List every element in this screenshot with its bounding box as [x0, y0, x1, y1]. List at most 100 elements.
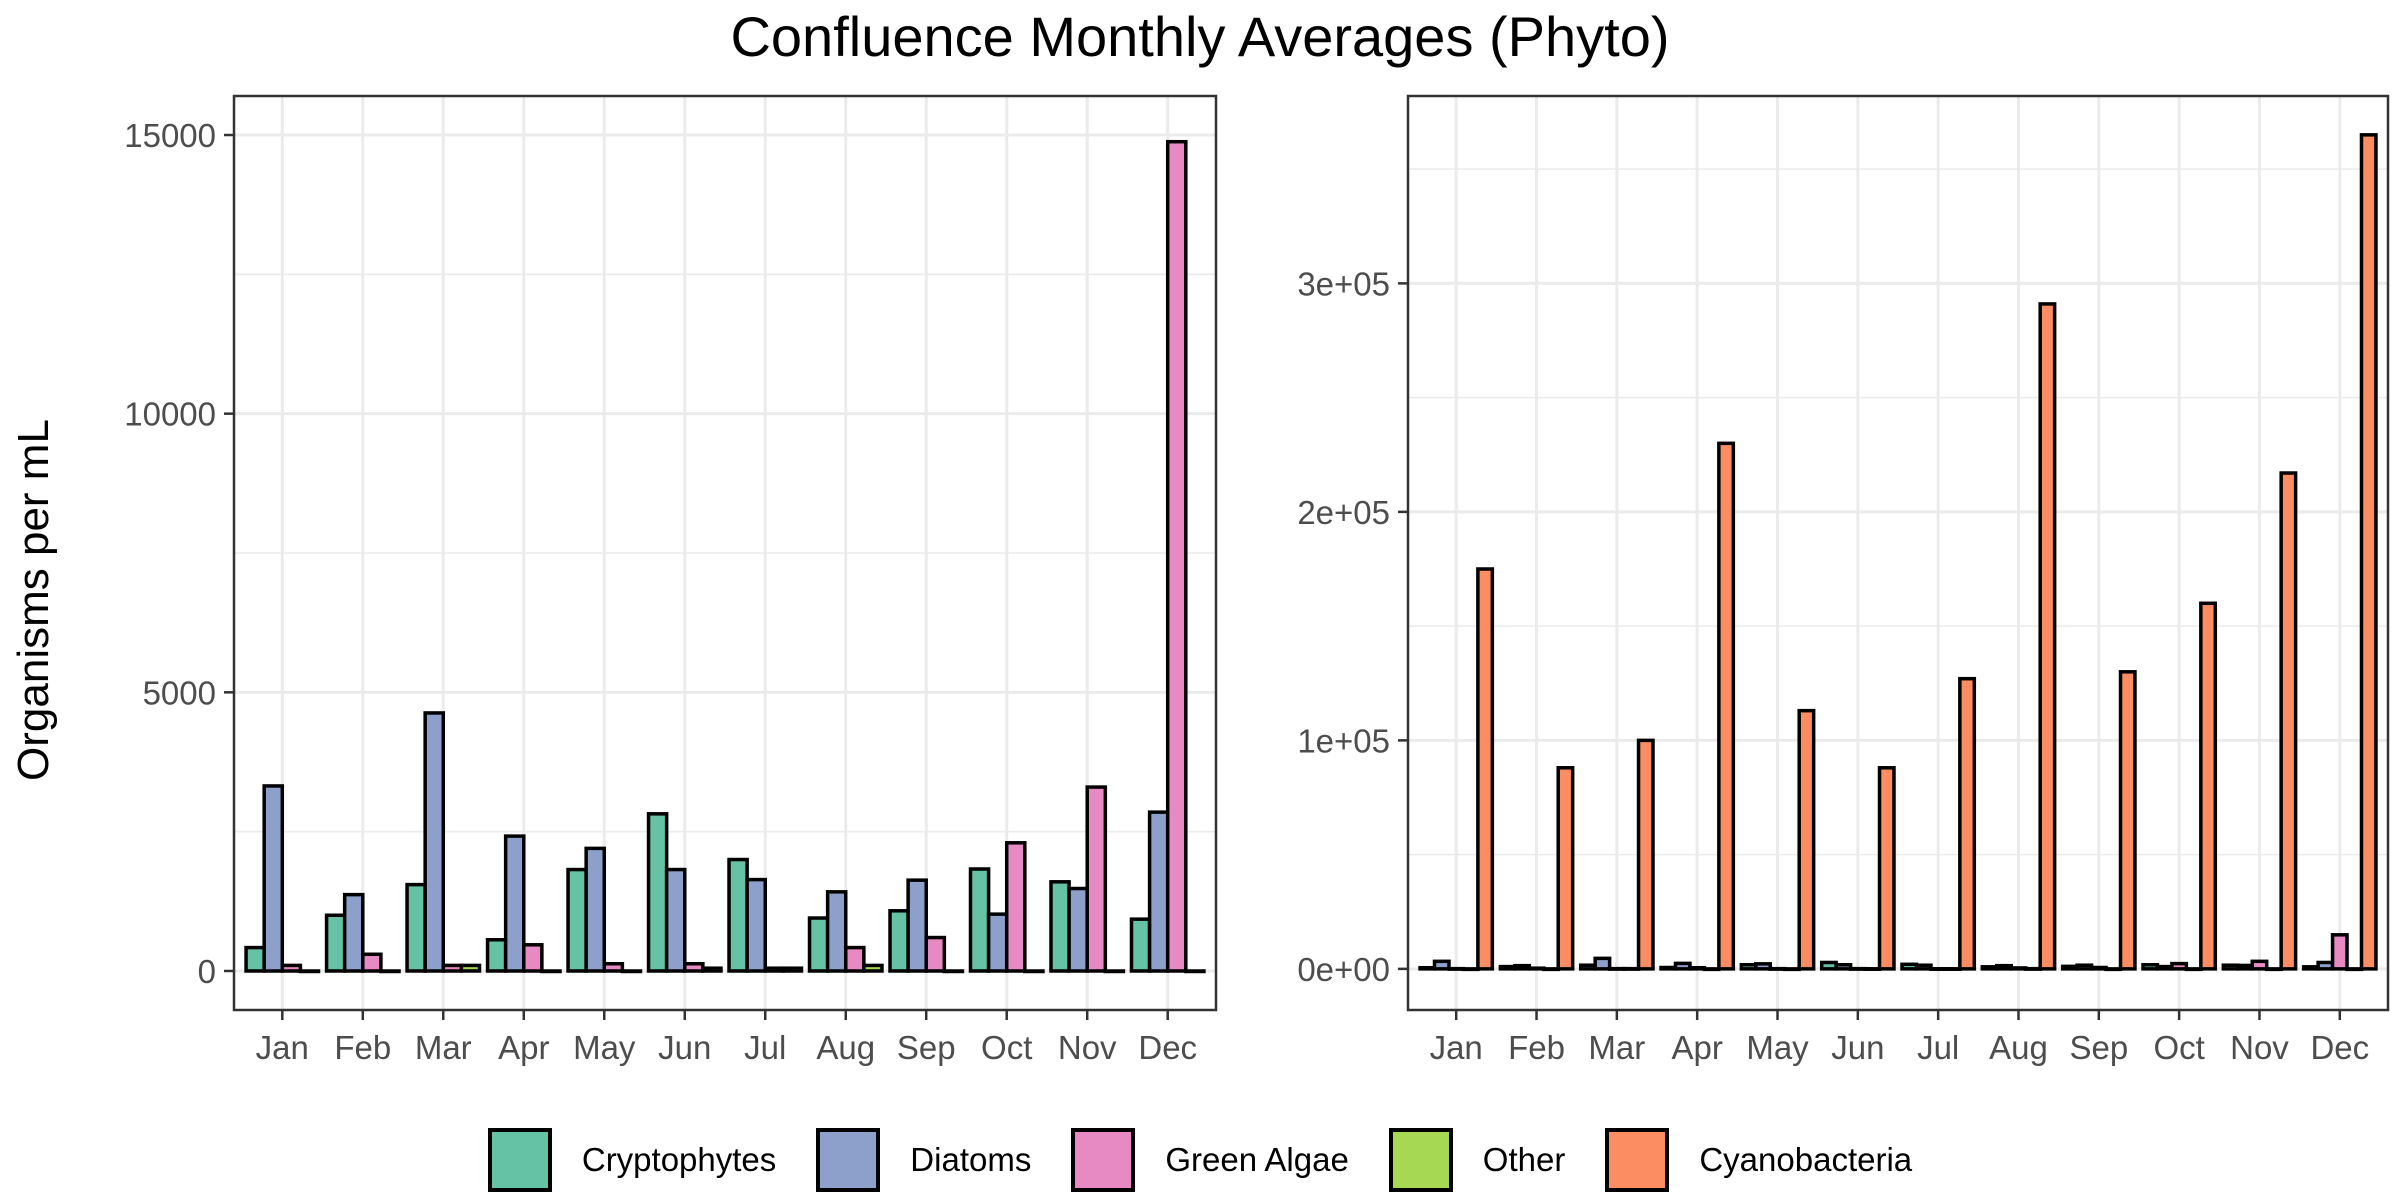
- bar-diatoms-aug: [1995, 963, 2014, 971]
- bar-other-dec: [2345, 967, 2364, 972]
- x-tick-label: Jan: [1430, 1029, 1483, 1066]
- bar-other-aug: [2023, 966, 2042, 971]
- x-tick-label: Jul: [744, 1029, 786, 1066]
- bar-other-jun: [1863, 967, 1882, 972]
- bar-diatoms-jun: [664, 867, 687, 973]
- bar-cryptophytes-nov: [2221, 963, 2240, 971]
- bar-green-algae-jan: [1447, 966, 1466, 971]
- bar-other-oct: [2184, 967, 2203, 972]
- x-tick-label: Jun: [658, 1029, 711, 1066]
- bar-diatoms-may: [1754, 962, 1773, 971]
- legend-item-diatoms: Diatoms: [816, 1128, 1031, 1192]
- bar-cryptophytes-jun: [646, 812, 669, 973]
- chart-title: Confluence Monthly Averages (Phyto): [730, 5, 1670, 68]
- bar-diatoms-mar: [423, 711, 446, 973]
- bar-diatoms-apr: [503, 834, 526, 973]
- bar-green-algae-dec: [2330, 933, 2349, 971]
- bar-diatoms-apr: [1673, 961, 1692, 971]
- bar-diatoms-jan: [1432, 959, 1451, 971]
- bar-cyanobacteria-jul: [1958, 676, 1977, 971]
- y-tick-label: 15000: [124, 117, 216, 154]
- bar-diatoms-dec: [1147, 810, 1170, 973]
- bar-green-algae-sep: [2089, 965, 2108, 971]
- x-tick-label: Jun: [1831, 1029, 1884, 1066]
- bar-diatoms-oct: [2155, 964, 2174, 971]
- bar-cyanobacteria-jun: [1877, 766, 1896, 971]
- bar-cryptophytes-dec: [2301, 965, 2320, 971]
- bar-cryptophytes-mar: [1578, 963, 1597, 971]
- legend-label: Other: [1482, 1141, 1566, 1178]
- x-tick-label: Jul: [1917, 1029, 1959, 1066]
- legend-swatch: [487, 1128, 552, 1192]
- panel-border: [232, 94, 1218, 1012]
- bar-cyanobacteria-mar: [1636, 738, 1655, 971]
- bar-green-algae-jul: [763, 966, 786, 973]
- bar-cryptophytes-sep: [2060, 964, 2079, 971]
- x-tick-label: Sep: [2069, 1029, 2128, 1066]
- bar-cyanobacteria-dec: [2359, 133, 2378, 971]
- bar-diatoms-mar: [1593, 956, 1612, 971]
- x-tick-label: Feb: [1508, 1029, 1565, 1066]
- bar-green-algae-oct: [2170, 961, 2189, 971]
- bar-diatoms-oct: [986, 912, 1009, 973]
- bar-green-algae-apr: [1688, 965, 1707, 971]
- legend-swatch: [1071, 1128, 1136, 1192]
- bar-other-jul: [1943, 967, 1962, 972]
- legend-item-cyanobacteria: Cyanobacteria: [1605, 1128, 1912, 1192]
- bar-diatoms-may: [584, 846, 607, 973]
- bar-other-feb: [379, 969, 401, 974]
- bar-cryptophytes-sep: [888, 909, 910, 973]
- legend-item-cryptophytes: Cryptophytes: [487, 1128, 776, 1192]
- bar-other-dec: [1184, 969, 1206, 974]
- bar-cryptophytes-jan: [1418, 965, 1437, 971]
- bar-diatoms-aug: [825, 890, 848, 973]
- bar-other-sep: [2104, 967, 2123, 972]
- bar-cryptophytes-jul: [1900, 962, 1919, 971]
- bar-green-algae-feb: [1527, 966, 1546, 971]
- bar-cryptophytes-apr: [485, 938, 508, 973]
- bar-green-algae-jan: [280, 963, 303, 973]
- y-tick-label: 3e+05: [1297, 265, 1390, 302]
- bar-diatoms-feb: [1513, 963, 1532, 971]
- bar-cryptophytes-aug: [1980, 965, 1999, 971]
- bar-other-mar: [1622, 966, 1641, 971]
- x-tick-label: Nov: [2230, 1029, 2289, 1066]
- bar-cryptophytes-feb: [1498, 964, 1517, 971]
- bar-diatoms-sep: [2075, 963, 2094, 971]
- bar-cyanobacteria-apr: [1717, 441, 1736, 971]
- bar-green-algae-jun: [683, 961, 705, 973]
- bar-cyanobacteria-jan: [1476, 567, 1495, 971]
- bar-green-algae-oct: [1004, 841, 1027, 973]
- bar-diatoms-jul: [745, 877, 767, 973]
- bar-cryptophytes-may: [566, 867, 588, 973]
- legend-label: Cyanobacteria: [1699, 1141, 1913, 1178]
- bar-other-aug: [862, 963, 884, 973]
- bar-cyanobacteria-may: [1797, 708, 1816, 971]
- bar-green-algae-aug: [843, 945, 866, 973]
- bar-cryptophytes-jul: [727, 857, 749, 973]
- bar-green-algae-jun: [1848, 966, 1867, 971]
- legend-swatch: [1388, 1128, 1453, 1192]
- bar-cyanobacteria-aug: [2038, 302, 2057, 971]
- left-panel: 0 5000 10000 15000 Jan Feb Mar Apr May Jun Jul Aug S…: [124, 94, 1218, 1066]
- x-tick-label: Oct: [2153, 1029, 2204, 1066]
- chart-canvas: 0 5000 10000 15000 Jan Feb Mar Apr May Jun Jul Aug S…: [124, 94, 2390, 1066]
- bar-cyanobacteria-oct: [2199, 601, 2218, 971]
- x-tick-label: Sep: [897, 1029, 956, 1066]
- bar-other-apr: [540, 969, 562, 974]
- bar-cryptophytes-nov: [1049, 880, 1071, 973]
- bar-green-algae-apr: [522, 943, 544, 973]
- legend-item-other: Other: [1388, 1128, 1566, 1192]
- bar-cryptophytes-oct: [968, 867, 991, 973]
- bar-green-algae-may: [602, 961, 625, 973]
- legend-label: Diatoms: [910, 1141, 1032, 1178]
- bar-diatoms-jan: [262, 784, 285, 973]
- x-tick-label: Nov: [1058, 1029, 1117, 1066]
- bar-other-jan: [298, 969, 321, 974]
- bar-cryptophytes-dec: [1129, 917, 1152, 973]
- bar-diatoms-dec: [2316, 960, 2335, 971]
- bar-green-algae-may: [1768, 966, 1787, 971]
- bar-cryptophytes-mar: [405, 882, 427, 973]
- bar-diatoms-jul: [1914, 963, 1933, 971]
- x-tick-label: Apr: [1672, 1029, 1723, 1066]
